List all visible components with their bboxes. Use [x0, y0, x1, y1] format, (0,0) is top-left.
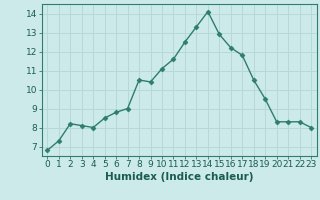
X-axis label: Humidex (Indice chaleur): Humidex (Indice chaleur) — [105, 172, 253, 182]
